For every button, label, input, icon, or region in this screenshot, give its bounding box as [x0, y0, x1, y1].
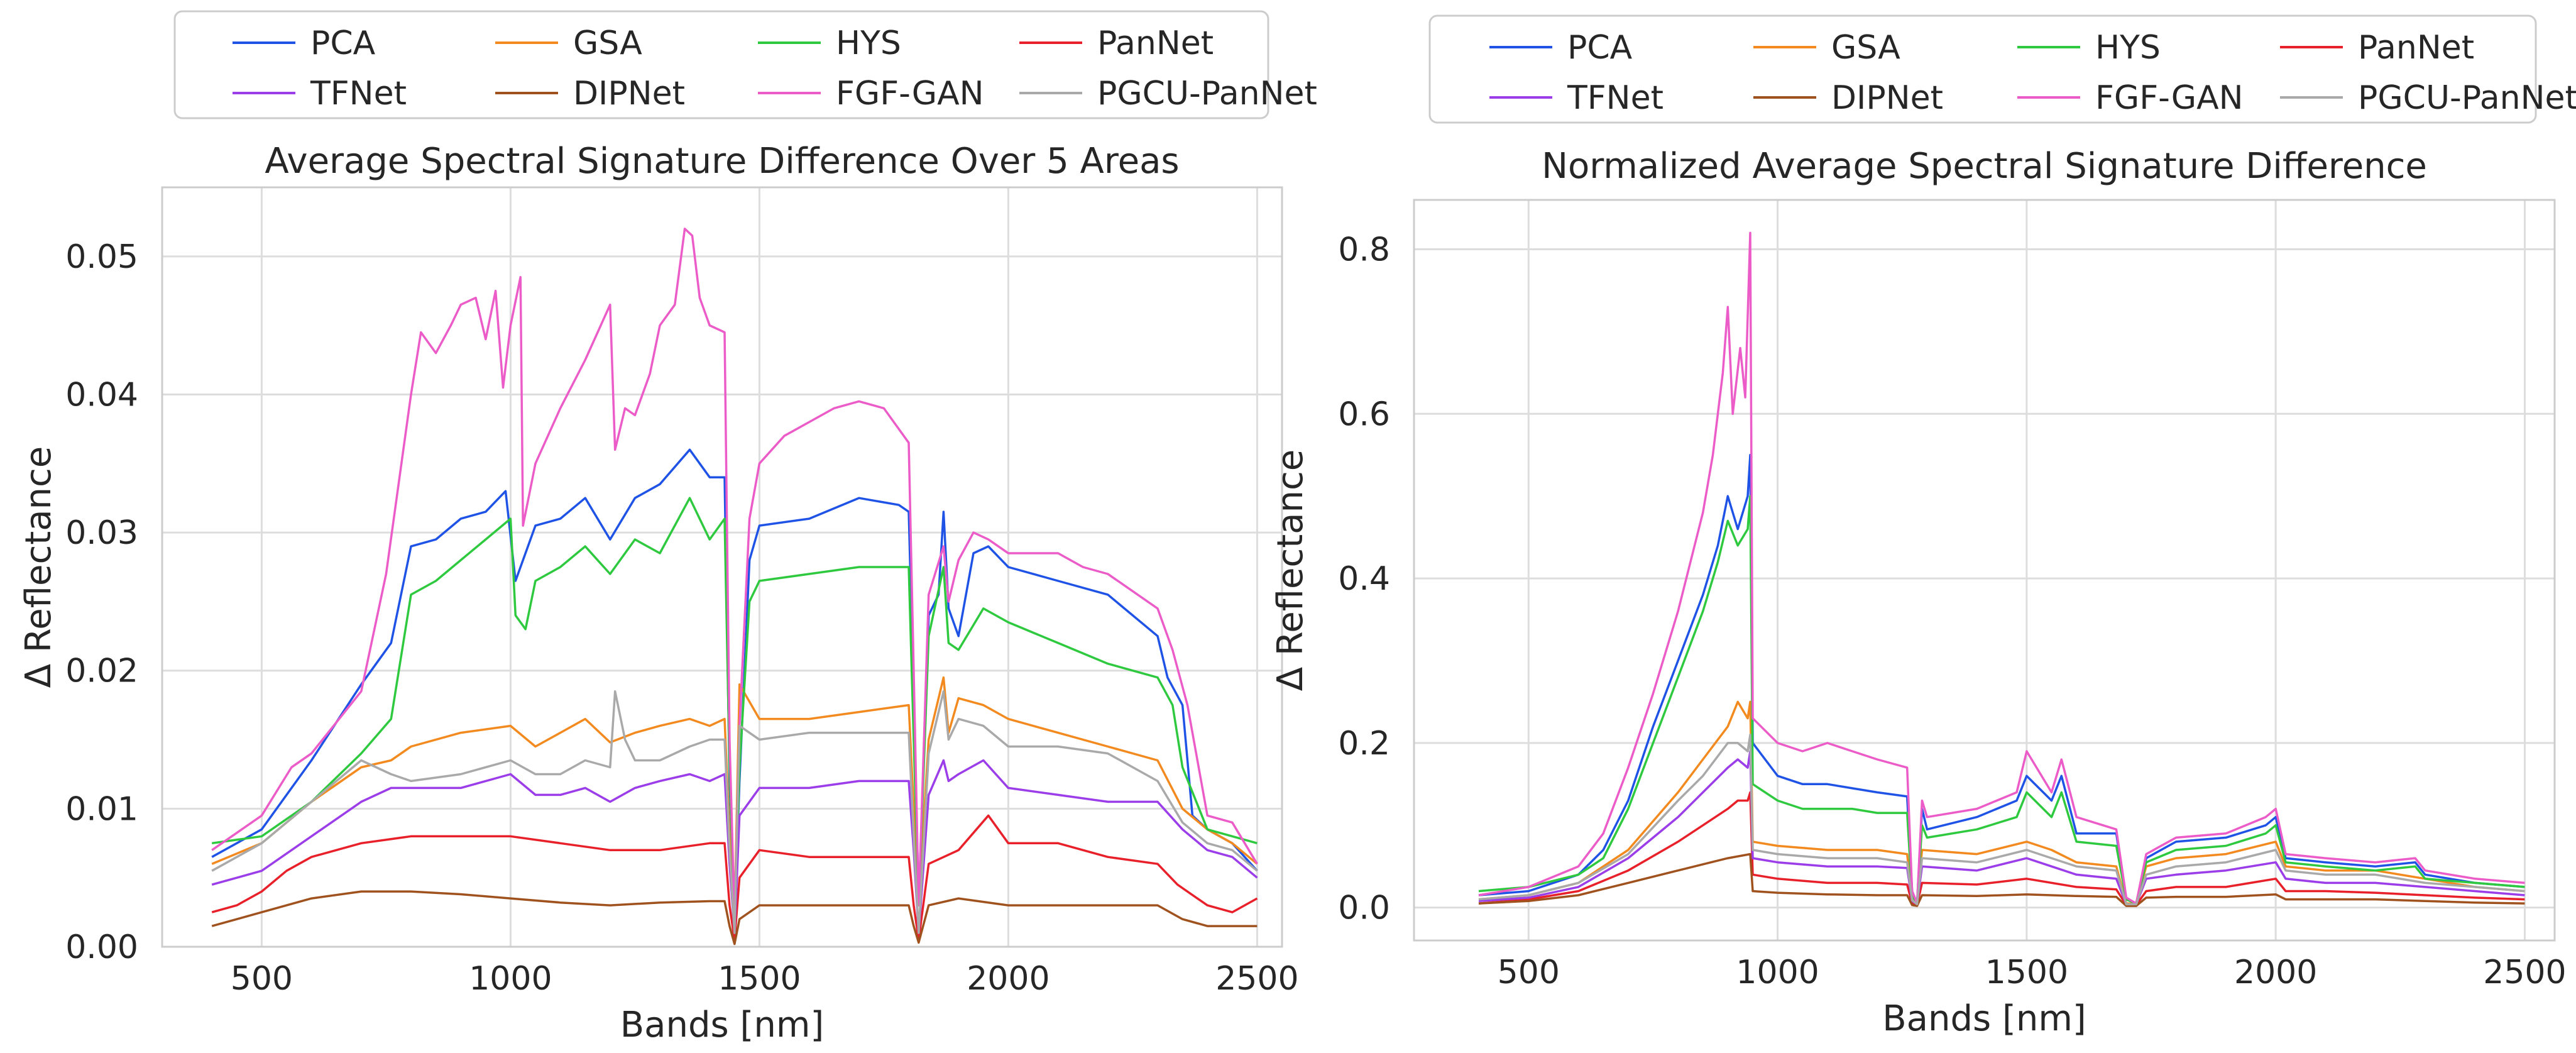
series-layer [1478, 231, 2525, 907]
x-tick-label: 500 [231, 960, 293, 998]
legend-label: HYS [836, 25, 901, 62]
series-line-pannet [211, 814, 1258, 941]
series-line-gsa [211, 676, 1258, 920]
x-tick-label: 2500 [1215, 960, 1298, 998]
series-line-pannet [1478, 791, 2525, 907]
legend-box [173, 10, 1269, 119]
y-tick-label: 0.6 [1338, 395, 1390, 433]
y-tick-label: 0.03 [65, 514, 138, 552]
x-axis-label: Bands [nm] [620, 1005, 825, 1045]
series-line-hys [1478, 495, 2525, 905]
legend-label: PanNet [2358, 29, 2474, 67]
legend-box [1428, 14, 2537, 124]
y-tick-label: 0.05 [65, 238, 138, 276]
legend-item: TFNet [1489, 79, 1663, 117]
series-layer [211, 228, 1258, 945]
legend-item: HYS [2017, 29, 2161, 67]
series-line-pca [211, 448, 1258, 920]
legend-item: PGCU-PanNet [1019, 75, 1317, 113]
legend-item: PCA [1489, 29, 1633, 67]
legend-label: PGCU-PanNet [1097, 75, 1317, 113]
panel-raw-difference: PCA GSA HYS PanNet TFNet DIPNet FGF-GAN PGCU-Pa… [18, 10, 1317, 1045]
legend-item: GSA [495, 25, 642, 62]
x-tick-label: 1000 [1736, 954, 1819, 991]
legend-item: FGF-GAN [2017, 79, 2244, 117]
legend-item: PGCU-PanNet [2280, 79, 2576, 117]
legend: PCA GSA HYS PanNet TFNet DIPNet FGF-GAN PGCU-Pa… [1428, 14, 2576, 124]
y-tick-label: 0.2 [1338, 725, 1390, 763]
legend-label: DIPNet [573, 75, 685, 113]
legend-label: DIPNet [1831, 79, 1943, 117]
y-tick-label: 0.8 [1338, 231, 1390, 269]
y-tick-label: 0.01 [65, 790, 138, 828]
series-line-dipnet [1478, 852, 2525, 907]
series-line-pgcu-pannet [1478, 734, 2525, 906]
series-line-pgcu-pannet [211, 690, 1258, 934]
legend-label: GSA [1831, 29, 1900, 67]
legend-item: TFNet [233, 75, 407, 113]
series-line-dipnet [211, 890, 1258, 945]
legend-label: PCA [310, 25, 376, 62]
plot-frame [1413, 199, 2556, 942]
legend-label: PCA [1567, 29, 1633, 67]
legend-label: PGCU-PanNet [2358, 79, 2576, 117]
x-tick-label: 2000 [967, 960, 1050, 998]
legend-item: GSA [1753, 29, 1900, 67]
legend-label: PanNet [1097, 25, 1214, 62]
legend-label: GSA [573, 25, 642, 62]
legend-item: FGF-GAN [758, 75, 984, 113]
panel-title: Normalized Average Spectral Signature Di… [1542, 146, 2427, 187]
legend-item: DIPNet [1753, 79, 1943, 117]
y-tick-label: 0.02 [65, 653, 138, 690]
legend-item: DIPNet [495, 75, 685, 113]
legend-label: FGF-GAN [2095, 79, 2244, 117]
panel-normalized-difference: PCA GSA HYS PanNet TFNet DIPNet FGF-GAN PGCU-Pa… [1270, 14, 2576, 1039]
x-tick-label: 500 [1498, 954, 1560, 991]
x-tick-label: 2000 [2234, 954, 2317, 991]
x-tick-label: 1500 [1985, 954, 2068, 991]
series-line-gsa [1478, 700, 2525, 905]
plot-area [162, 187, 1282, 947]
panel-title: Average Spectral Signature Difference Ov… [265, 141, 1179, 182]
y-tick-label: 0.0 [1338, 890, 1390, 927]
series-line-fgf-gan [211, 228, 1258, 920]
grid [1414, 200, 2555, 940]
plot-frame [161, 186, 1283, 948]
x-tick-label: 2500 [2483, 954, 2566, 991]
y-tick-labels: 0.0 0.2 0.4 0.6 0.8 [1338, 231, 1390, 927]
y-tick-label: 0.4 [1338, 560, 1390, 598]
legend-item: PCA [233, 25, 376, 62]
legend: PCA GSA HYS PanNet TFNet DIPNet FGF-GAN PGCU-Pa… [173, 10, 1317, 119]
y-axis-label: Δ Reflectance [1270, 449, 1311, 691]
series-line-tfnet [211, 759, 1258, 934]
plot-area [1414, 200, 2555, 940]
y-axis-label: Δ Reflectance [18, 446, 59, 688]
y-tick-labels: 0.00 0.01 0.02 0.03 0.04 0.05 [65, 238, 138, 966]
x-tick-label: 1000 [469, 960, 552, 998]
legend-item: PanNet [2280, 29, 2474, 67]
legend-label: TFNet [310, 75, 407, 113]
legend-label: FGF-GAN [836, 75, 984, 113]
y-tick-label: 0.00 [65, 929, 138, 966]
legend-item: PanNet [1019, 25, 1214, 62]
x-tick-labels: 500 1000 1500 2000 2500 [231, 960, 1299, 998]
legend-item: HYS [758, 25, 901, 62]
y-tick-label: 0.04 [65, 376, 138, 414]
x-axis-label: Bands [nm] [1882, 998, 2086, 1039]
legend-label: TFNet [1567, 79, 1663, 117]
x-tick-label: 1500 [718, 960, 801, 998]
legend-label: HYS [2095, 29, 2161, 67]
x-tick-labels: 500 1000 1500 2000 2500 [1498, 954, 2567, 991]
